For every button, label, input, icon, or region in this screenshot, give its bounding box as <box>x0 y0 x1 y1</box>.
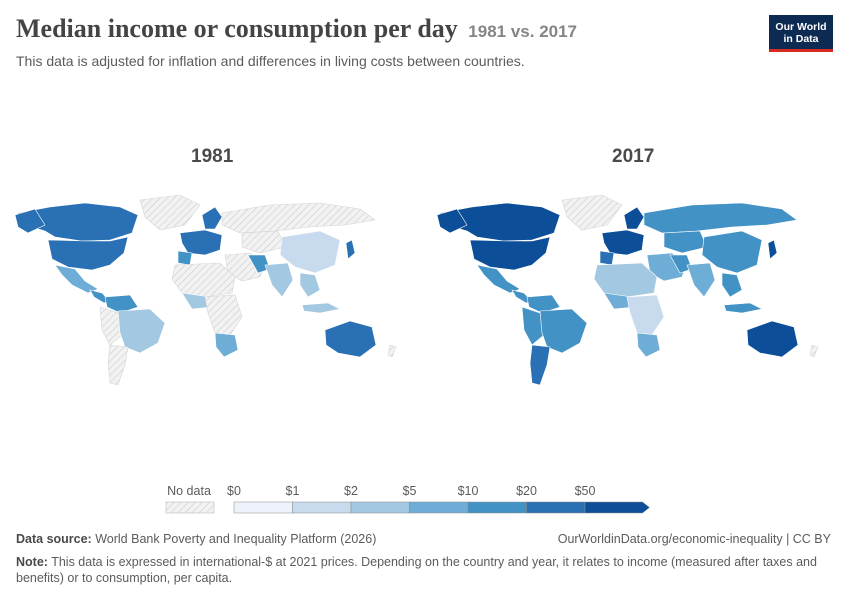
legend-no-data-swatch <box>165 501 215 514</box>
chart-title: Median income or consumption per day 198… <box>16 14 577 44</box>
region-central-africa[interactable] <box>626 294 665 336</box>
region-brazil[interactable] <box>539 308 588 354</box>
legend-swatch-0[interactable] <box>233 501 293 514</box>
region-central-africa[interactable] <box>204 294 243 336</box>
legend-tick-label-2: $2 <box>344 484 358 498</box>
region-scandinavia[interactable] <box>623 206 645 230</box>
map-label-1981: 1981 <box>191 146 234 167</box>
legend-swatch-4[interactable] <box>467 501 527 514</box>
region-russia[interactable] <box>643 202 798 234</box>
note-label: Note: <box>16 555 48 569</box>
region-brazil[interactable] <box>117 308 166 354</box>
legend-tick-label-4: $10 <box>458 484 479 498</box>
time-range: 1981 vs. 2017 <box>468 22 578 41</box>
region-scandinavia[interactable] <box>201 206 223 230</box>
region-greenland[interactable] <box>139 194 201 231</box>
region-northern-south-america[interactable] <box>526 294 561 314</box>
title-text: Median income or consumption per day <box>16 14 458 43</box>
legend-tick-label-1: $1 <box>286 484 300 498</box>
world-map-1981[interactable] <box>10 185 410 395</box>
region-alaska[interactable] <box>436 208 468 234</box>
region-india[interactable] <box>264 262 294 298</box>
region-southeast-asia[interactable] <box>721 272 743 298</box>
region-australia[interactable] <box>746 320 799 358</box>
region-usa[interactable] <box>47 236 129 271</box>
region-southern-cone[interactable] <box>107 344 129 386</box>
region-greenland[interactable] <box>561 194 623 231</box>
world-map-2017[interactable] <box>430 185 840 395</box>
region-new-zealand[interactable] <box>809 344 819 358</box>
region-china[interactable] <box>701 230 763 274</box>
legend-swatch-3[interactable] <box>409 501 469 514</box>
legend-swatch-6[interactable] <box>584 501 650 514</box>
region-north-africa[interactable] <box>593 262 658 298</box>
region-southern-africa[interactable] <box>636 332 661 358</box>
legend-tick-label-6: $50 <box>575 484 596 498</box>
region-central-asia[interactable] <box>663 230 708 254</box>
source-text: World Bank Poverty and Inequality Platfo… <box>95 532 377 546</box>
region-andes[interactable] <box>99 306 123 346</box>
legend-bins: $0 $1 $2 $5 $10 $20 $50 <box>227 484 650 514</box>
legend-swatch-5[interactable] <box>526 501 586 514</box>
map-label-2017: 2017 <box>612 146 655 167</box>
legend-swatch-1[interactable] <box>292 501 352 514</box>
legend-swatch-2[interactable] <box>350 501 410 514</box>
legend-tick-label-3: $5 <box>403 484 417 498</box>
color-legend[interactable]: No data $0 $1 $2 $5 $10 $20 $50 <box>0 478 850 518</box>
region-andes[interactable] <box>521 306 545 346</box>
region-southeast-asia[interactable] <box>299 272 321 298</box>
note-text: This data is expressed in international-… <box>16 555 817 585</box>
region-canada[interactable] <box>17 202 139 242</box>
legend-tick-label-0: $0 <box>227 484 241 498</box>
region-central-asia[interactable] <box>241 230 286 254</box>
source-label: Data source: <box>16 532 92 546</box>
region-iberia[interactable] <box>177 250 193 266</box>
region-western-europe[interactable] <box>179 229 223 256</box>
region-alaska[interactable] <box>14 208 46 234</box>
region-india[interactable] <box>686 262 716 298</box>
logo-line-1: Our World <box>775 21 827 33</box>
region-japan[interactable] <box>345 239 356 260</box>
legend-tick-label-5: $20 <box>516 484 537 498</box>
note-line: Note: This data is expressed in internat… <box>16 554 831 586</box>
region-northern-south-america[interactable] <box>104 294 139 314</box>
legend-no-data-label: No data <box>167 484 211 498</box>
region-western-europe[interactable] <box>601 229 645 256</box>
region-indonesia[interactable] <box>301 302 341 314</box>
region-china[interactable] <box>279 230 341 274</box>
region-southern-cone[interactable] <box>529 344 551 386</box>
region-indonesia[interactable] <box>723 302 763 314</box>
region-iberia[interactable] <box>599 250 615 266</box>
region-usa[interactable] <box>469 236 551 271</box>
region-canada[interactable] <box>439 202 561 242</box>
region-japan[interactable] <box>767 239 778 260</box>
region-north-africa[interactable] <box>171 262 236 298</box>
region-australia[interactable] <box>324 320 377 358</box>
logo-line-2: in Data <box>783 33 819 45</box>
region-russia[interactable] <box>221 202 376 234</box>
region-southern-africa[interactable] <box>214 332 239 358</box>
source-url-link[interactable]: OurWorldinData.org/economic-inequality |… <box>557 532 831 546</box>
source-line: Data source: World Bank Poverty and Ineq… <box>16 532 376 546</box>
chart-subtitle: This data is adjusted for inflation and … <box>16 53 525 69</box>
region-new-zealand[interactable] <box>387 344 397 358</box>
owid-logo[interactable]: Our World in Data <box>769 15 833 52</box>
